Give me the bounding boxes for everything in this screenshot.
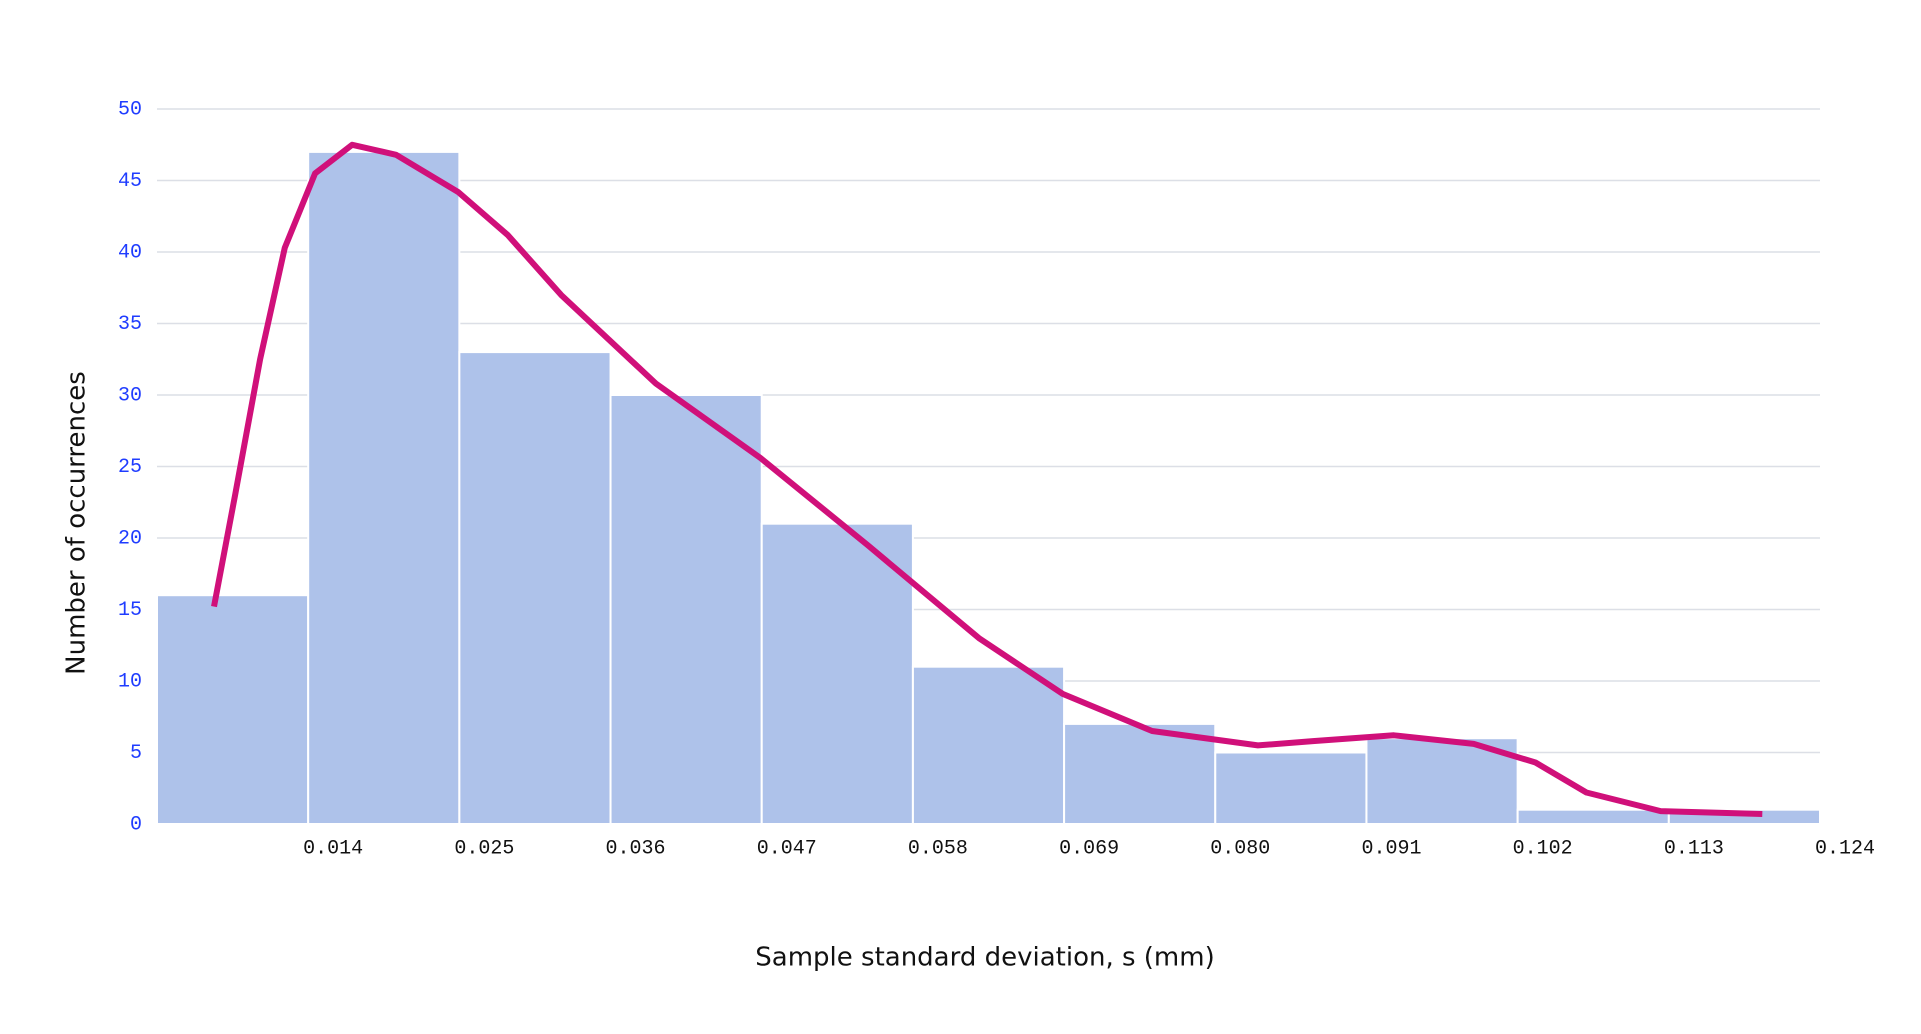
- x-tick-label: 0.047: [757, 837, 817, 860]
- y-tick-label: 50: [118, 98, 142, 121]
- y-tick-label: 30: [118, 384, 142, 407]
- bar: [307, 150, 461, 825]
- y-tick-label: 45: [118, 170, 142, 193]
- x-tick-label: 0.124: [1815, 837, 1875, 860]
- x-tick-label: 0.025: [454, 837, 514, 860]
- bar: [760, 522, 914, 825]
- bar: [458, 351, 612, 825]
- x-tick-label: 0.058: [908, 837, 968, 860]
- bar: [156, 594, 310, 826]
- x-tick-label: 0.091: [1361, 837, 1421, 860]
- x-tick-label: 0.069: [1059, 837, 1119, 860]
- bar: [1063, 722, 1217, 826]
- x-tick-label: 0.102: [1513, 837, 1573, 860]
- y-tick-label: 25: [118, 456, 142, 479]
- y-tick-label: 35: [118, 313, 142, 336]
- bar: [1214, 751, 1368, 825]
- y-tick-label: 10: [118, 670, 142, 693]
- x-axis-title: Sample standard deviation, s (mm): [755, 943, 1214, 973]
- density-curve: [211, 141, 1763, 817]
- bar: [609, 394, 763, 825]
- x-tick-label: 0.014: [303, 837, 363, 860]
- y-tick-label: 5: [130, 742, 142, 765]
- x-tick-label: 0.080: [1210, 837, 1270, 860]
- y-tick-label: 40: [118, 241, 142, 264]
- x-tick-label: 0.036: [606, 837, 666, 860]
- x-tick-label: 0.113: [1664, 837, 1724, 860]
- y-tick-label: 15: [118, 599, 142, 622]
- bar: [1516, 808, 1670, 826]
- y-tick-label: 20: [118, 527, 142, 550]
- bar: [911, 665, 1066, 826]
- y-tick-label: 0: [130, 813, 142, 836]
- y-axis-title: Number of occurrences: [62, 371, 92, 675]
